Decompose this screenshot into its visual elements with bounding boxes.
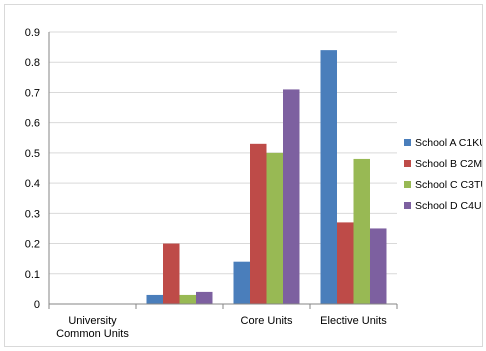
- y-axis-ticks: 0 0.1 0.2 0.3 0.4 0.5 0.6 0.7 0.8 0.9: [25, 27, 40, 311]
- legend-swatch: [404, 160, 411, 167]
- y-tick-label: 0.3: [25, 208, 40, 220]
- y-tick-label: 0.6: [25, 118, 40, 130]
- y-tick-label: 0.4: [25, 178, 40, 190]
- bar: [370, 228, 387, 304]
- x-tick-label: Core Units: [241, 315, 293, 327]
- legend-swatch: [404, 202, 411, 209]
- y-tick-label: 0.9: [25, 27, 40, 39]
- x-tick-label: Elective Units: [320, 315, 387, 327]
- gridlines: [49, 31, 397, 275]
- bars: [146, 50, 387, 305]
- bar: [320, 50, 337, 305]
- axes: [48, 32, 398, 309]
- y-tick-label: 0.7: [25, 87, 40, 99]
- bar: [353, 158, 370, 304]
- legend-swatch: [404, 139, 411, 146]
- y-tick-label: 0.8: [25, 57, 40, 69]
- bar: [283, 89, 300, 304]
- legend: School A C1KU School B C2MU School C C3TUK…: [404, 137, 486, 212]
- bar: [337, 222, 354, 304]
- y-tick-label: 0.2: [25, 239, 40, 251]
- legend-label: School D C4UoN: [415, 200, 482, 212]
- bar: [163, 243, 180, 304]
- legend-label: School A C1KU: [415, 137, 482, 149]
- bar: [179, 294, 196, 304]
- chart-frame: 0 0.1 0.2 0.3 0.4 0.5 0.6 0.7 0.8 0.9 University C…: [4, 4, 486, 347]
- bar-chart: 0 0.1 0.2 0.3 0.4 0.5 0.6 0.7 0.8 0.9 University C…: [25, 27, 486, 340]
- y-tick-label: 0.1: [25, 269, 40, 281]
- bar: [196, 291, 213, 304]
- legend-label: School C C3TUK: [415, 179, 482, 191]
- y-tick-label: 0.5: [25, 148, 40, 160]
- bar: [266, 152, 283, 304]
- bar: [146, 294, 163, 304]
- bar: [250, 143, 267, 304]
- bar: [233, 261, 250, 304]
- x-tick-label: University Common Units: [56, 315, 129, 340]
- y-tick-label: 0: [34, 299, 40, 311]
- legend-swatch: [404, 181, 411, 188]
- legend-label: School B C2MU: [415, 158, 482, 170]
- x-axis-labels: University Common Units Core Units Elective…: [56, 315, 387, 340]
